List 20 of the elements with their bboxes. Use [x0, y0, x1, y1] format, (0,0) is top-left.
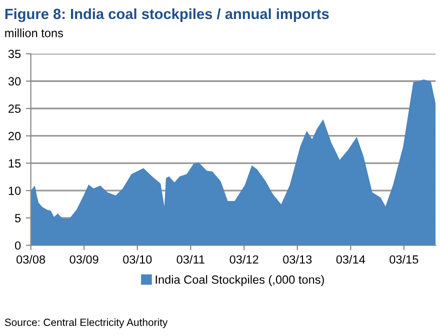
y-tick-label: 5 [14, 214, 21, 222]
source-note: Source: Central Electricity Authority [4, 318, 168, 328]
x-tick-label: 03/13 [283, 255, 312, 264]
y-tick-label: 25 [8, 104, 21, 113]
x-tick-label: 03/11 [176, 255, 204, 264]
chart-subtitle: million tons [5, 28, 64, 38]
y-tick-label: 30 [8, 77, 21, 86]
x-tick-label: 03/15 [390, 255, 418, 264]
x-tick-label: 03/08 [16, 255, 46, 264]
x-tick-label: 03/14 [336, 255, 366, 264]
chart-title: Figure 8: India coal stockpiles / annual imports [5, 8, 329, 22]
legend-label: India Coal Stockpiles (,000 tons) [156, 275, 324, 286]
y-tick-label: 20 [8, 132, 21, 140]
x-tick-label: 03/12 [230, 255, 258, 264]
x-tick-label: 03/10 [123, 255, 152, 264]
y-tick-label: 35 [8, 50, 21, 58]
y-tick-label: 0 [14, 241, 21, 250]
y-tick-label: 10 [8, 186, 21, 195]
x-tick-label: 03/09 [70, 255, 98, 264]
y-tick-label: 15 [8, 159, 21, 168]
